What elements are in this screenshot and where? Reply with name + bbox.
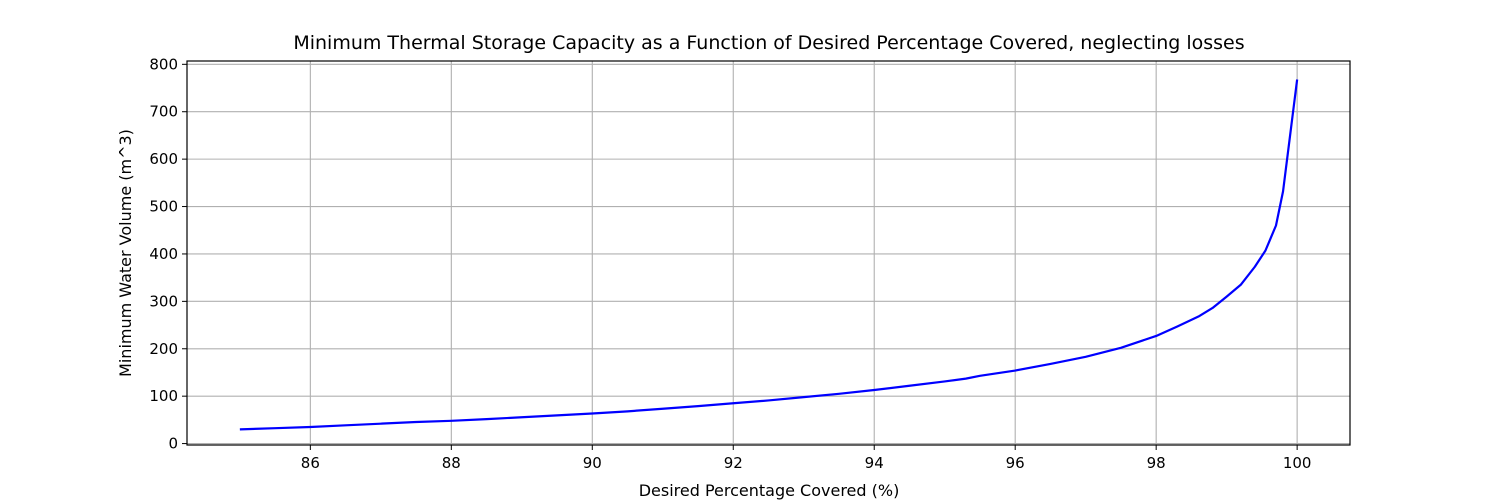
y-tick-label: 500 <box>149 198 178 216</box>
x-tick-label: 88 <box>442 454 461 472</box>
y-axis-ticks: 0 100 200 300 400 500 600 700 800 <box>149 55 187 453</box>
y-tick-label: 100 <box>149 387 178 405</box>
y-tick-label: 600 <box>149 150 178 168</box>
series-line <box>239 79 1299 431</box>
y-axis-label: Minimum Water Volume (m^3) <box>116 129 135 377</box>
y-tick-label: 0 <box>168 435 178 453</box>
chart-title: Minimum Thermal Storage Capacity as a Fu… <box>293 32 1244 54</box>
x-tick-label: 90 <box>583 454 602 472</box>
y-tick-label: 400 <box>149 245 178 263</box>
x-tick-label: 98 <box>1147 454 1166 472</box>
x-axis-label: Desired Percentage Covered (%) <box>639 481 900 500</box>
x-tick-label: 92 <box>724 454 743 472</box>
x-tick-label: 86 <box>301 454 320 472</box>
x-tick-label: 94 <box>865 454 884 472</box>
y-tick-label: 300 <box>149 292 178 310</box>
y-tick-label: 200 <box>149 340 178 358</box>
series-group <box>239 79 1299 431</box>
y-tick-label: 700 <box>149 103 178 121</box>
plot-frame <box>186 60 1351 446</box>
x-tick-label: 96 <box>1006 454 1025 472</box>
grid <box>187 61 1350 445</box>
y-tick-label: 800 <box>149 55 178 73</box>
x-axis-ticks: 86 88 90 92 94 96 98 100 <box>301 445 1312 472</box>
x-tick-label: 100 <box>1283 454 1312 472</box>
